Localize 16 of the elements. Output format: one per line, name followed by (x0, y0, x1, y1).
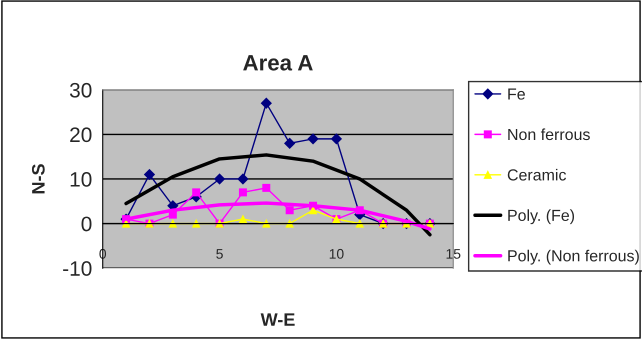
x-axis-title: W-E (260, 313, 295, 326)
x-tick-label: 10 (330, 248, 344, 259)
y-tick-label: 20 (70, 127, 92, 142)
legend-label: Non ferrous (508, 128, 590, 140)
x-tick-label: 5 (216, 249, 223, 259)
x-tick-label: 15 (446, 249, 460, 259)
y-tick-label: -10 (63, 261, 92, 276)
y-tick-label: 10 (70, 172, 92, 187)
y-tick-label: 0 (82, 216, 92, 232)
legend-label: Fe (508, 88, 525, 100)
chart-title: Area A (243, 55, 313, 71)
y-axis-title: N-S (32, 164, 45, 194)
legend-label: Ceramic (508, 168, 566, 181)
legend-label: Poly. (Fe) (508, 209, 574, 224)
legend-label: Poly. (Non ferrous) (508, 250, 639, 265)
y-tick-label: 30 (70, 82, 92, 98)
